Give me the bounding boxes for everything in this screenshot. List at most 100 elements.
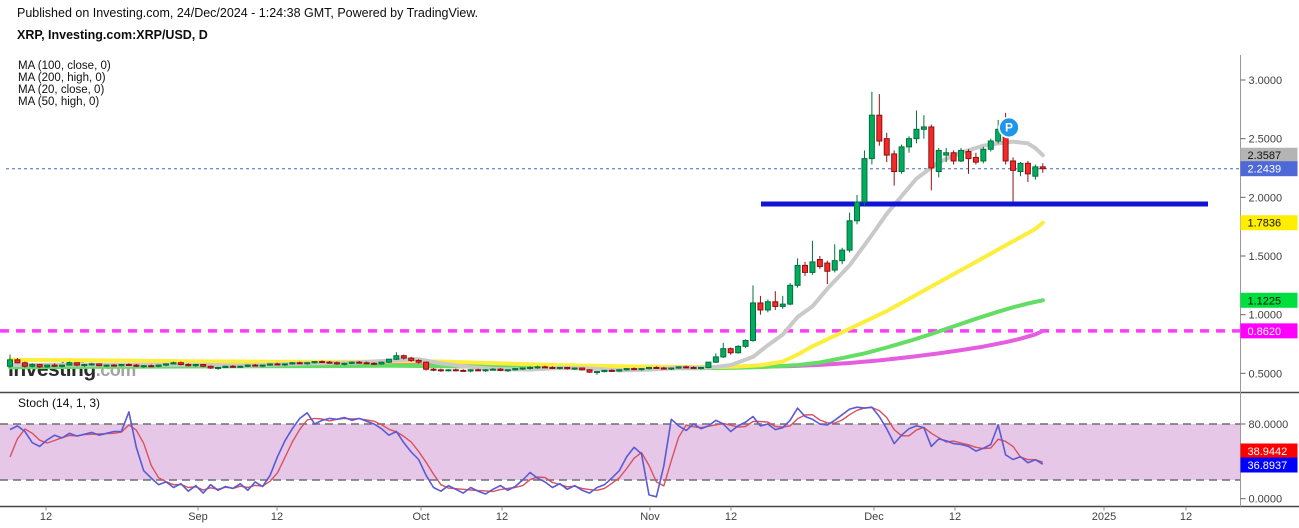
candle-body — [683, 366, 690, 369]
candle-body — [958, 149, 965, 162]
candle-body — [36, 364, 43, 368]
candle-body — [430, 368, 437, 371]
candle-body — [408, 357, 415, 361]
candle-body — [980, 148, 987, 162]
price-tick-label: 0.5000 — [1249, 368, 1283, 380]
ma-line — [8, 298, 1045, 371]
price-badge — [1240, 147, 1298, 163]
candle-body — [883, 138, 890, 156]
candle-body — [296, 362, 303, 365]
candle-body — [207, 365, 214, 369]
candle-body — [371, 362, 378, 365]
candle-body — [891, 153, 898, 173]
time-axis-label: 2025 — [1092, 511, 1116, 523]
candle-body — [660, 367, 667, 370]
candle-body — [579, 367, 586, 371]
price-badge-label: 1.7836 — [1248, 218, 1282, 230]
candle-body — [564, 366, 571, 370]
candle-body — [304, 362, 311, 365]
candle-body — [192, 364, 199, 367]
candle-body — [1024, 162, 1031, 175]
candle-body — [170, 362, 177, 365]
candle-body — [593, 371, 600, 374]
candle-body — [519, 367, 526, 370]
candle-body — [229, 365, 236, 368]
candle-body — [356, 361, 363, 364]
candle-body — [103, 364, 110, 367]
candle-body — [437, 369, 444, 372]
time-axis-label: 12 — [949, 511, 961, 523]
candle-body — [125, 364, 132, 367]
candle-body — [66, 362, 73, 366]
candle-body — [341, 362, 348, 365]
price-tick-label: 3.0000 — [1249, 75, 1283, 87]
candle-body — [943, 152, 950, 156]
candle-body — [140, 365, 147, 368]
candle-body — [73, 362, 80, 366]
candle-body — [415, 359, 422, 363]
candle-body — [185, 364, 192, 367]
candle-body — [712, 356, 719, 363]
candle-body — [111, 364, 118, 367]
price-badge-label: 1.1225 — [1248, 295, 1282, 307]
candle-body — [504, 369, 511, 372]
candle-body — [29, 364, 36, 367]
candle-body — [460, 369, 467, 372]
candle-body — [898, 146, 905, 173]
candle-body — [215, 366, 222, 369]
candle-body — [668, 367, 675, 370]
candle-body — [259, 364, 266, 367]
candle-body — [601, 369, 608, 373]
candle-body — [861, 158, 868, 203]
candle-body — [824, 262, 831, 272]
time-axis-label: Dec — [864, 511, 884, 523]
stoch-badge — [1240, 457, 1298, 473]
candle-body — [527, 366, 534, 369]
candle-body — [512, 368, 519, 371]
candle-body — [541, 366, 548, 369]
time-axis-label: 12 — [1180, 511, 1192, 523]
ma-line — [8, 139, 1045, 373]
candle-body — [326, 361, 333, 364]
time-axis-label: 12 — [725, 511, 737, 523]
candle-body — [44, 364, 51, 368]
candle-body — [839, 249, 846, 262]
candle-body — [779, 303, 786, 307]
candle-body — [81, 364, 88, 367]
stoch-tick-label: 0.0000 — [1249, 494, 1283, 506]
price-badge — [1240, 215, 1298, 231]
candle-body — [1039, 166, 1046, 170]
candle-body — [489, 368, 496, 371]
candle-body — [549, 366, 556, 369]
candle-body — [200, 364, 207, 367]
p-marker-icon — [998, 116, 1020, 139]
time-axis-label: Sep — [188, 511, 208, 523]
candle-body — [534, 366, 541, 369]
candle-body — [88, 363, 95, 366]
ma-legend-line: MA (200, high, 0) — [18, 72, 106, 84]
price-tick-label: 1.0000 — [1249, 310, 1283, 322]
time-axis-label: 12 — [40, 511, 52, 523]
ma-legend-line: MA (20, close, 0) — [18, 84, 105, 96]
candle-body — [690, 366, 697, 369]
candle-body — [727, 348, 734, 354]
candle-body — [385, 358, 392, 363]
candle-body — [638, 368, 645, 371]
candle-body — [177, 362, 184, 366]
candle-body — [854, 201, 861, 222]
candle-body — [802, 264, 809, 273]
candle-body — [913, 128, 920, 140]
candle-body — [51, 364, 58, 367]
price-tick-label: 2.0000 — [1249, 192, 1283, 204]
p-marker-label: P — [1005, 121, 1013, 135]
price-badge-label: 2.2439 — [1248, 164, 1282, 176]
candle-body — [163, 363, 170, 366]
price-tick-label: 2.5000 — [1249, 134, 1283, 146]
stoch-k-line — [9, 406, 1044, 498]
candle-body — [482, 369, 489, 372]
candle-body — [423, 361, 430, 370]
ma-indicator-legend: MA (100, close, 0) MA (200, high, 0) MA … — [18, 60, 111, 108]
candle-body — [965, 151, 972, 160]
candle-body — [556, 366, 563, 369]
candle-body — [787, 284, 794, 305]
